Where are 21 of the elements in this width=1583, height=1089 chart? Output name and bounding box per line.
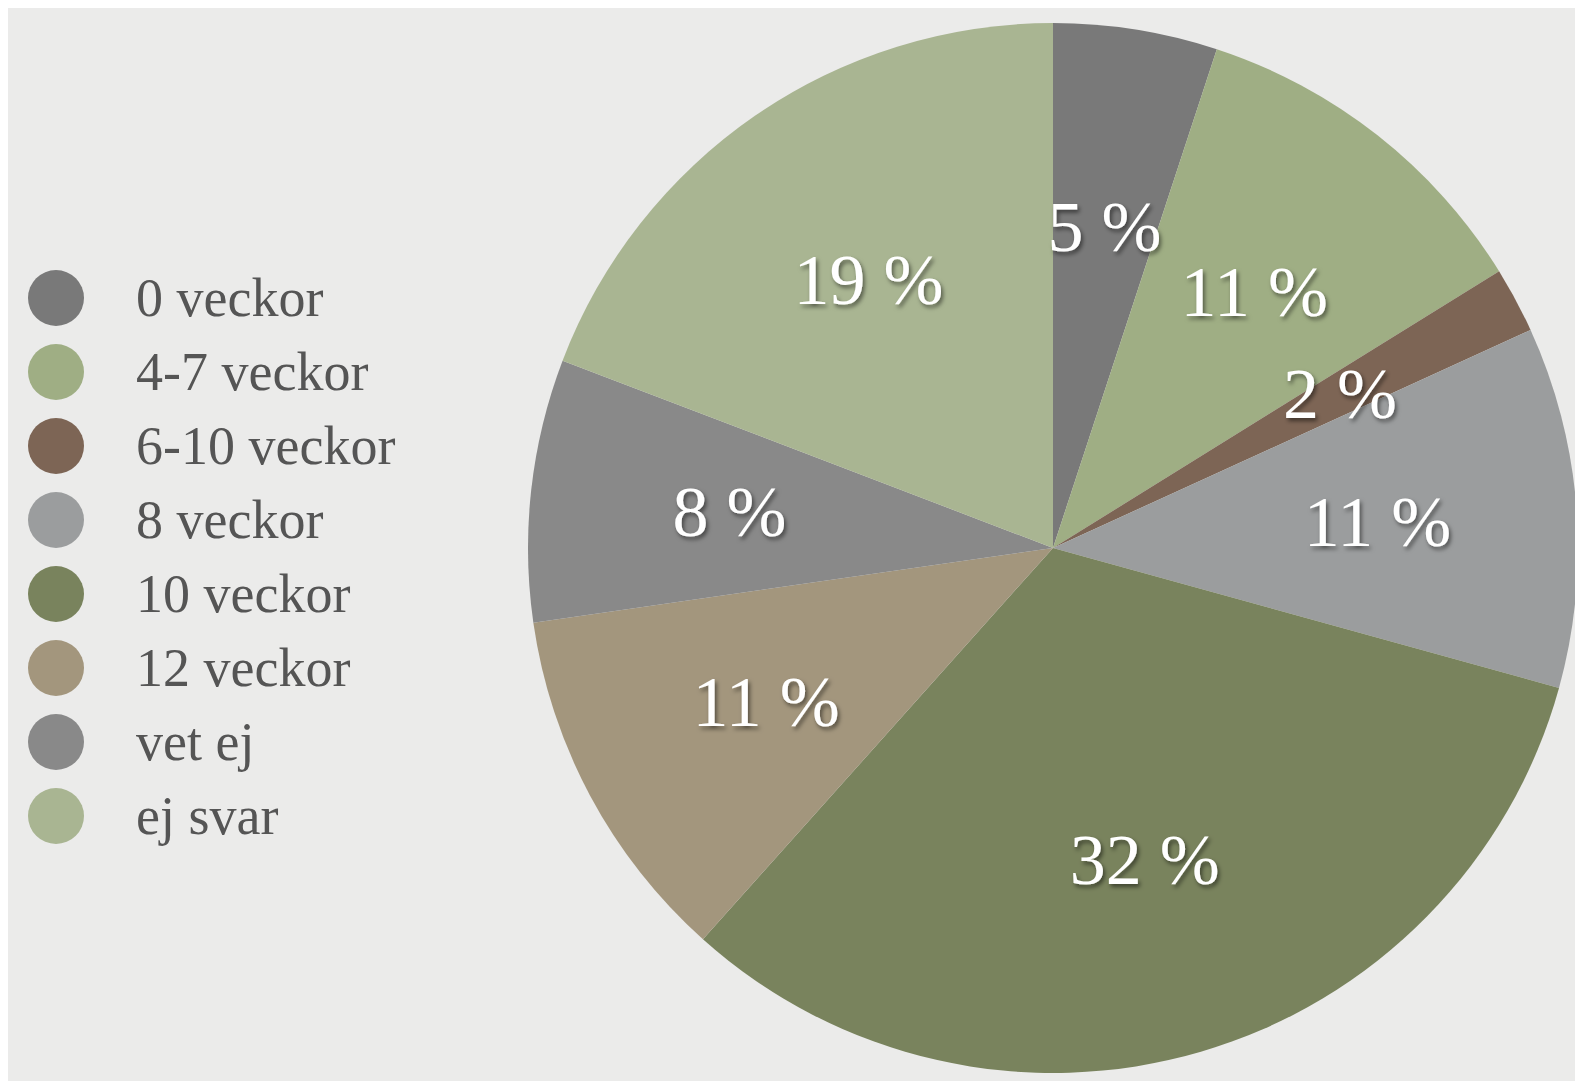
data-label: 2 % [1282, 354, 1397, 435]
pie-slice [562, 23, 1053, 548]
legend-label: 12 veckor [136, 638, 351, 698]
pie-slice [533, 548, 1053, 940]
pie-slice [1053, 49, 1500, 548]
data-label: 5 % [1047, 186, 1162, 267]
legend-label: 10 veckor [136, 564, 351, 624]
pie-slice [528, 360, 1053, 623]
legend-label: vet ej [136, 712, 255, 772]
data-label: 11 % [1303, 482, 1452, 563]
legend-label: 4-7 veckor [136, 342, 369, 402]
data-label: 32 % [1069, 820, 1220, 901]
legend-label: ej svar [136, 786, 279, 846]
legend-label: 8 veckor [136, 490, 324, 550]
pie-slice [1053, 329, 1575, 688]
legend-label: 6-10 veckor [136, 416, 396, 476]
data-label: 8 % [672, 471, 787, 552]
data-label: 19 % [793, 239, 944, 320]
legend-label: 0 veckor [136, 268, 324, 328]
data-label: 11 % [1180, 252, 1328, 333]
data-label: 11 % [692, 661, 840, 742]
